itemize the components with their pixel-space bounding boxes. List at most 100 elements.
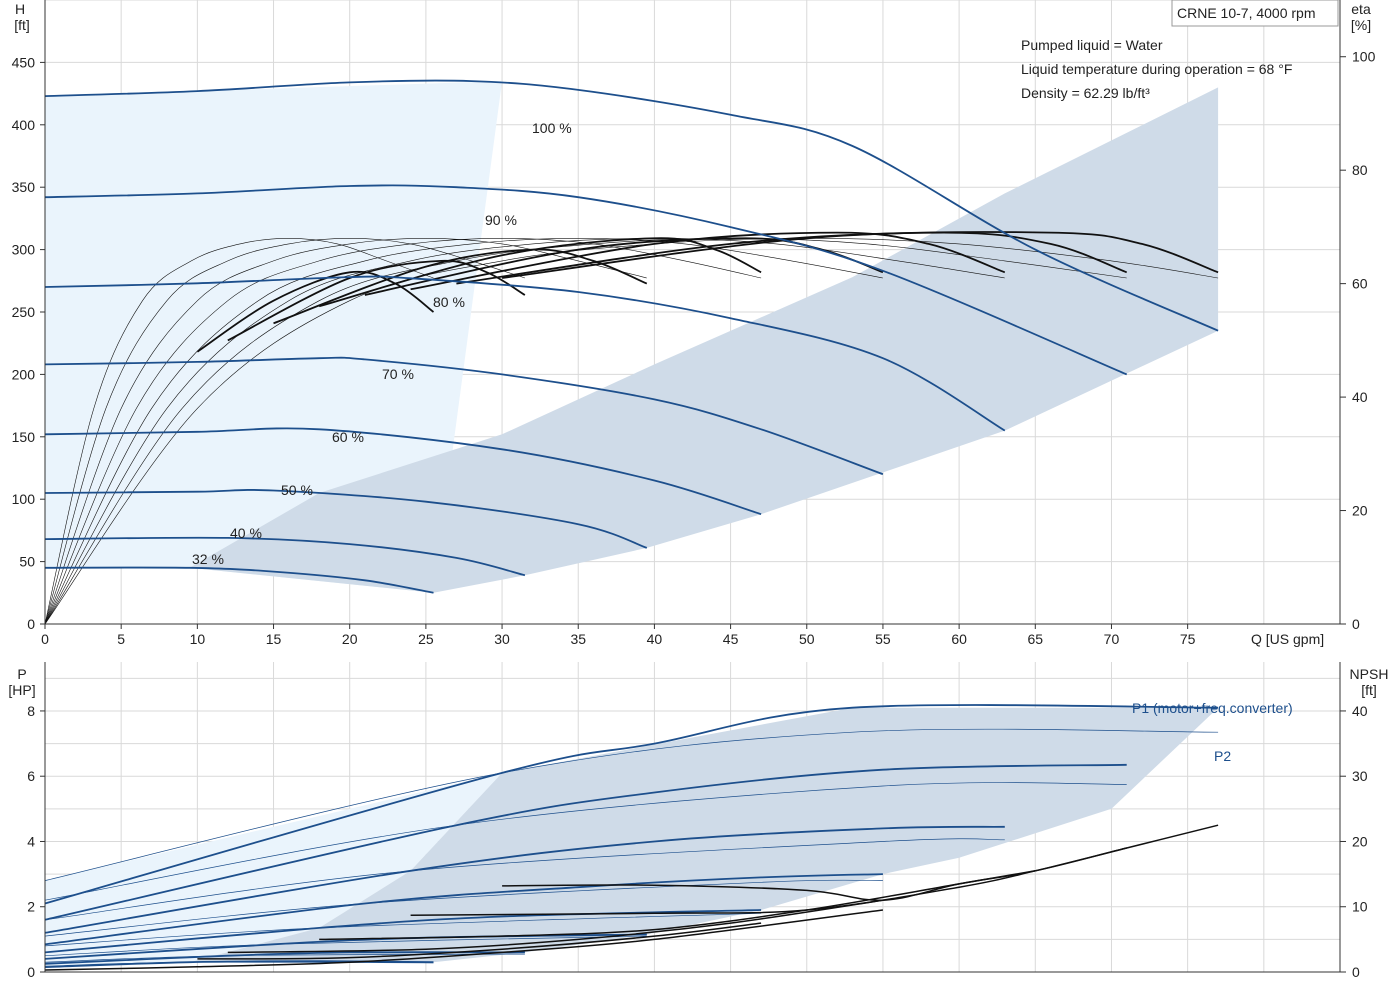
- head-curve: [44, 427, 762, 516]
- speed-label: 32 %: [192, 551, 224, 567]
- p1-curve: [44, 704, 1219, 905]
- npsh-curve: [227, 899, 884, 954]
- eta-curve: [501, 231, 1219, 279]
- power-axis-label: P: [17, 666, 26, 682]
- eta-axis-unit: [%]: [1351, 17, 1371, 33]
- power-tick-label: 6: [27, 768, 35, 784]
- head-tick-label: 450: [12, 54, 36, 70]
- eta-axis-label: eta: [1351, 1, 1371, 17]
- x-tick-label: 20: [342, 631, 358, 647]
- head-tick-label: 50: [19, 554, 35, 570]
- head-curve: [44, 356, 884, 476]
- eta-curve-thin: [44, 237, 434, 625]
- speed-label: 50 %: [281, 482, 313, 498]
- p1-curve: [44, 909, 762, 954]
- head-chart-areas: [45, 81, 1219, 593]
- head-tick-label: 150: [12, 429, 36, 445]
- eta-curve: [410, 231, 1006, 291]
- legend-p1: P1 (motor+freq.converter): [1132, 700, 1293, 716]
- head-curve: [44, 489, 648, 549]
- head-tick-label: 200: [12, 366, 36, 382]
- p1-curve: [44, 933, 647, 960]
- head-tick-label: 400: [12, 117, 36, 133]
- head-tick-label: 250: [12, 304, 36, 320]
- power-operating-area: [189, 707, 1219, 963]
- power-light-area: [45, 772, 503, 968]
- x-tick-label: 30: [494, 631, 510, 647]
- p1-curve: [44, 763, 1127, 921]
- power-chart-curves: [44, 704, 1219, 971]
- head-chart-curves: [44, 79, 1219, 625]
- npsh-tick-label: 40: [1352, 703, 1368, 719]
- power-tick-label: 8: [27, 703, 35, 719]
- head-operating-area: [189, 87, 1219, 593]
- eta-tick-label: 100: [1352, 49, 1376, 65]
- x-tick-label: 0: [41, 631, 49, 647]
- chart-labels: 100 % 90 % 80 % 70 % 60 % 50 % 40 % 32 % 0 5 10 15 2…: [12, 49, 1376, 980]
- speed-label: 80 %: [433, 294, 465, 310]
- p1-curve: [44, 873, 883, 946]
- x-tick-label: 55: [875, 631, 891, 647]
- head-curve: [44, 566, 434, 594]
- speed-label: 90 %: [485, 212, 517, 228]
- head-tick-label: 300: [12, 242, 36, 258]
- eta-curve-thin: [44, 237, 647, 625]
- eta-curve-thin: [44, 237, 883, 625]
- eta-tick-label: 60: [1352, 276, 1368, 292]
- p1-curve: [44, 960, 434, 968]
- head-light-area: [45, 81, 503, 593]
- npsh-curve: [319, 870, 1036, 941]
- npsh-curve: [44, 909, 883, 971]
- p2-curve: [44, 838, 1005, 921]
- x-tick-label: 75: [1180, 631, 1196, 647]
- power-axis-unit: [HP]: [8, 682, 35, 698]
- eta-curve-thin: [44, 237, 525, 625]
- x-tick-label: 45: [723, 631, 739, 647]
- info-line-density: Density = 62.29 lb/ft³: [1021, 85, 1150, 101]
- npsh-curve: [410, 847, 1127, 916]
- power-chart-areas: [45, 707, 1219, 968]
- speed-label: 60 %: [332, 429, 364, 445]
- x-tick-label: 60: [951, 631, 967, 647]
- x-tick-label: 15: [266, 631, 282, 647]
- speed-label: 100 %: [532, 120, 572, 136]
- speed-label: 40 %: [230, 525, 262, 541]
- eta-curve: [196, 270, 435, 353]
- npsh-tick-label: 10: [1352, 899, 1368, 915]
- power-tick-label: 2: [27, 899, 35, 915]
- x-tick-label: 35: [570, 631, 586, 647]
- info-line-liquid: Pumped liquid = Water: [1021, 37, 1163, 53]
- head-curve: [44, 536, 526, 577]
- eta-curve-thin: [44, 237, 762, 625]
- head-tick-label: 100: [12, 491, 36, 507]
- npsh-tick-label: 0: [1352, 964, 1360, 980]
- head-tick-label: 0: [27, 616, 35, 632]
- npsh-axis-unit: [ft]: [1361, 682, 1377, 698]
- eta-tick-label: 20: [1352, 503, 1368, 519]
- x-tick-label: 40: [647, 631, 663, 647]
- npsh-curve: [197, 922, 762, 960]
- head-tick-label: 350: [12, 179, 36, 195]
- eta-tick-label: 0: [1352, 616, 1360, 632]
- model-label: CRNE 10-7, 4000 rpm: [1177, 5, 1316, 21]
- npsh-axis-label: NPSH: [1350, 666, 1389, 682]
- flow-axis-label: Q [US gpm]: [1251, 631, 1324, 647]
- x-tick-label: 5: [117, 631, 125, 647]
- p1-curve: [44, 825, 1005, 934]
- x-tick-label: 10: [190, 631, 206, 647]
- x-tick-label: 25: [418, 631, 434, 647]
- npsh-tick-label: 30: [1352, 768, 1368, 784]
- x-tick-label: 50: [799, 631, 815, 647]
- eta-curve: [227, 259, 526, 342]
- p2-curve: [44, 728, 1219, 881]
- chart-axes: [40, 0, 1346, 973]
- head-curve: [44, 79, 1219, 332]
- eta-tick-label: 40: [1352, 389, 1368, 405]
- p2-curve: [44, 879, 883, 937]
- npsh-tick-label: 20: [1352, 833, 1368, 849]
- p2-curve: [44, 782, 1127, 901]
- x-tick-label: 70: [1104, 631, 1120, 647]
- speed-label: 70 %: [382, 366, 414, 382]
